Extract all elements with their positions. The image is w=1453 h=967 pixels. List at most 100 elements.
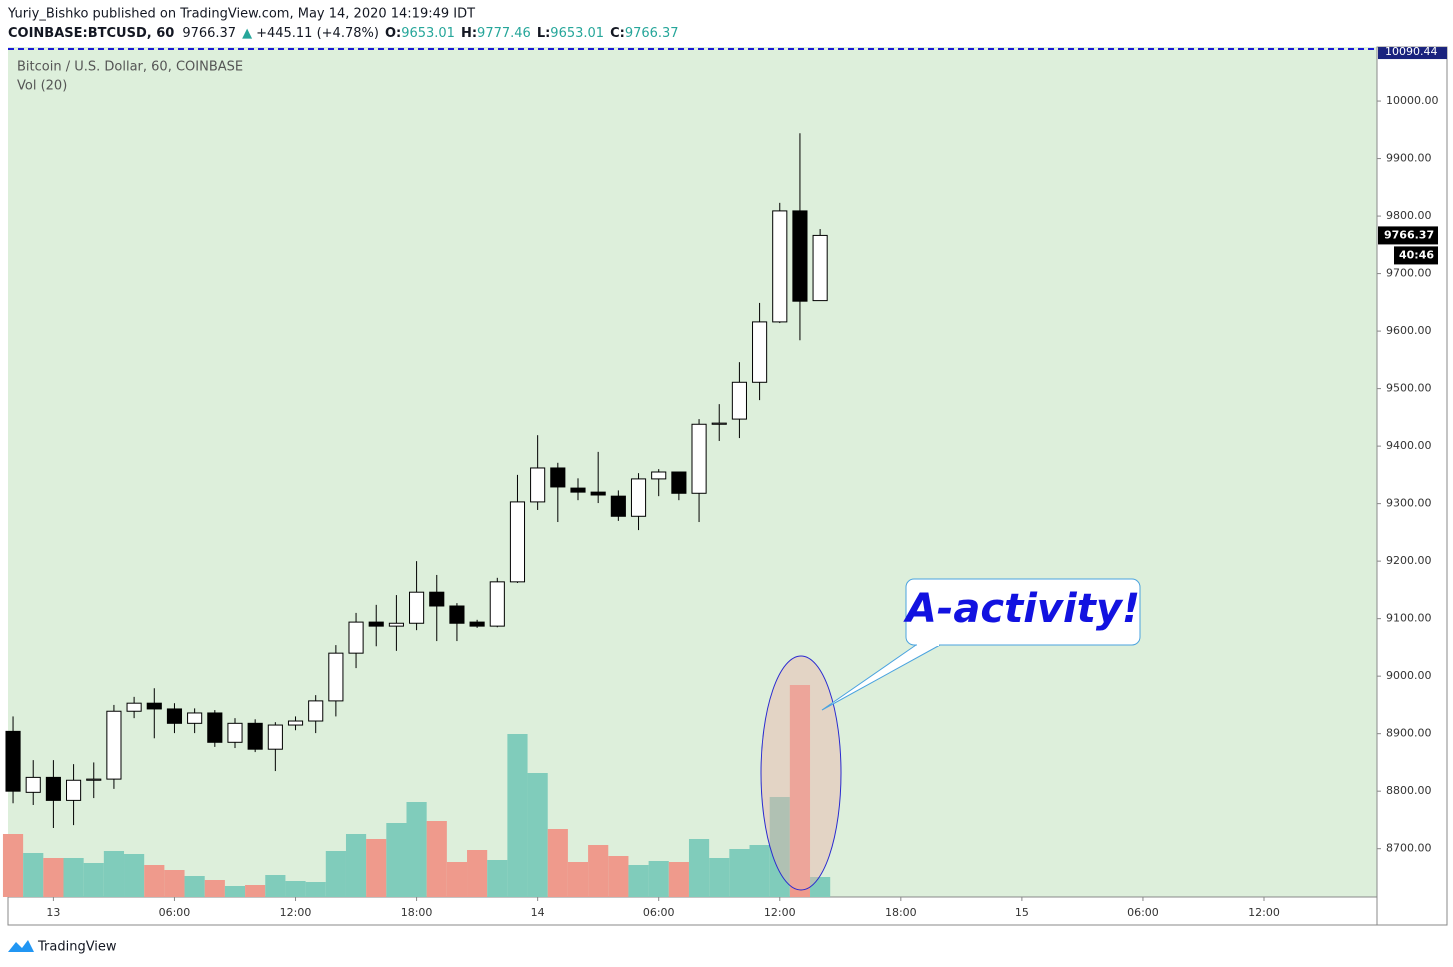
- volume-bar: [144, 865, 165, 897]
- volume-bar: [406, 802, 427, 897]
- low: 9653.01: [550, 26, 604, 41]
- candle-body: [106, 710, 122, 780]
- y-tick-label: 9000.00: [1386, 669, 1432, 682]
- candle-body: [550, 467, 566, 488]
- open: 9653.01: [401, 26, 455, 41]
- price: 9766.37: [182, 26, 236, 41]
- candle-body: [267, 724, 283, 750]
- callout-pointer: [821, 644, 941, 711]
- candle-body: [227, 722, 243, 743]
- candle-body: [308, 700, 324, 722]
- x-tick-label: 12:00: [764, 906, 796, 919]
- y-tick-label: 9900.00: [1386, 152, 1432, 165]
- x-tick-label: 15: [1015, 906, 1029, 919]
- candle-body: [287, 720, 304, 726]
- change: +445.11 (+4.78%): [256, 26, 379, 41]
- volume-bar: [63, 858, 84, 897]
- y-tick-label: 8800.00: [1386, 784, 1432, 797]
- y-tick-label: 9300.00: [1386, 497, 1432, 510]
- volume-bar: [688, 839, 710, 897]
- volume-bar: [567, 862, 589, 897]
- candle-body: [509, 501, 526, 583]
- volume-bar: [184, 876, 205, 897]
- candle-body: [5, 730, 21, 792]
- logo-icon: [8, 940, 34, 952]
- symbol-line: COINBASE:BTCUSD, 60 9766.37 ▲ +445.11 (+4.7…: [8, 26, 679, 41]
- arrow: ▲: [242, 26, 252, 41]
- high: 9777.46: [477, 26, 531, 41]
- volume-bar: [305, 882, 326, 897]
- last-price-label: 9766.37: [1384, 228, 1434, 241]
- candle-body: [489, 581, 505, 627]
- volume-bar: [446, 862, 468, 897]
- y-tick-label: 9500.00: [1386, 382, 1432, 395]
- y-tick-label: 8700.00: [1386, 842, 1432, 855]
- x-tick-label: 18:00: [401, 906, 433, 919]
- y-tick-label: 9800.00: [1386, 209, 1432, 222]
- candle-body: [469, 621, 485, 627]
- volume-bar: [547, 829, 568, 897]
- candle-body: [530, 467, 546, 503]
- candle-body: [812, 234, 828, 302]
- volume-bar: [789, 685, 811, 897]
- candle-body: [66, 779, 82, 801]
- x-tick-label: 12:00: [1248, 906, 1280, 919]
- x-tick-label: 12:00: [280, 906, 312, 919]
- high-line-tag: [1378, 47, 1447, 60]
- footer-logo: TradingView: [8, 940, 117, 955]
- volume-bar: [487, 860, 508, 897]
- y-tick-label: 9200.00: [1386, 554, 1432, 567]
- candle-body: [772, 210, 788, 323]
- x-tick-label: 06:00: [1127, 906, 1159, 919]
- countdown-tag: [1394, 246, 1438, 265]
- candle-body: [651, 471, 667, 480]
- volume-bar: [265, 875, 286, 897]
- low-label: L:: [537, 26, 550, 41]
- x-tick-label: 06:00: [643, 906, 675, 919]
- candle-body: [348, 621, 364, 654]
- countdown-label: 40:46: [1399, 248, 1434, 261]
- volume-title: Vol (20): [17, 79, 67, 94]
- last-price-tag: [1378, 226, 1438, 245]
- volume-bar: [325, 851, 346, 897]
- x-tick-label: 06:00: [159, 906, 191, 919]
- volume-bar: [648, 861, 669, 897]
- volume-bar: [467, 850, 488, 897]
- volume-bar: [426, 821, 447, 897]
- volume-bar: [709, 858, 730, 897]
- candle-body: [45, 776, 61, 801]
- candle-body: [25, 776, 41, 793]
- y-tick-label: 10000.00: [1386, 94, 1439, 107]
- candle-body: [610, 495, 626, 517]
- volume-bar: [527, 773, 548, 897]
- volume-bar: [345, 834, 367, 897]
- candle-body: [207, 712, 223, 743]
- volume-bar: [749, 845, 770, 897]
- open-label: O:: [385, 26, 401, 41]
- symbol: COINBASE:BTCUSD, 60: [8, 26, 174, 41]
- y-tick-label: 9400.00: [1386, 439, 1432, 452]
- volume-bar: [588, 845, 609, 897]
- volume-bar: [103, 851, 125, 897]
- volume-bar: [245, 885, 266, 897]
- volume-bar: [668, 862, 689, 897]
- time-axis: [7, 896, 1378, 926]
- candle-body: [86, 778, 102, 781]
- y-tick-label: 9700.00: [1386, 267, 1432, 280]
- volume-bar: [224, 886, 246, 897]
- y-tick-label: 9600.00: [1386, 324, 1432, 337]
- volume-bar: [628, 865, 649, 897]
- candle-body: [671, 471, 687, 494]
- callout-joint: [917, 642, 939, 646]
- candle-body: [146, 702, 162, 710]
- candle-body: [630, 478, 647, 517]
- candle-body: [731, 381, 747, 420]
- volume-bar: [124, 854, 145, 897]
- volume-bar: [23, 853, 44, 897]
- volume-bar: [204, 880, 225, 897]
- candle-body: [792, 210, 808, 302]
- candle-body: [247, 722, 263, 750]
- close: 9766.37: [625, 26, 679, 41]
- candle-body: [691, 423, 707, 494]
- volume-bar: [2, 834, 24, 897]
